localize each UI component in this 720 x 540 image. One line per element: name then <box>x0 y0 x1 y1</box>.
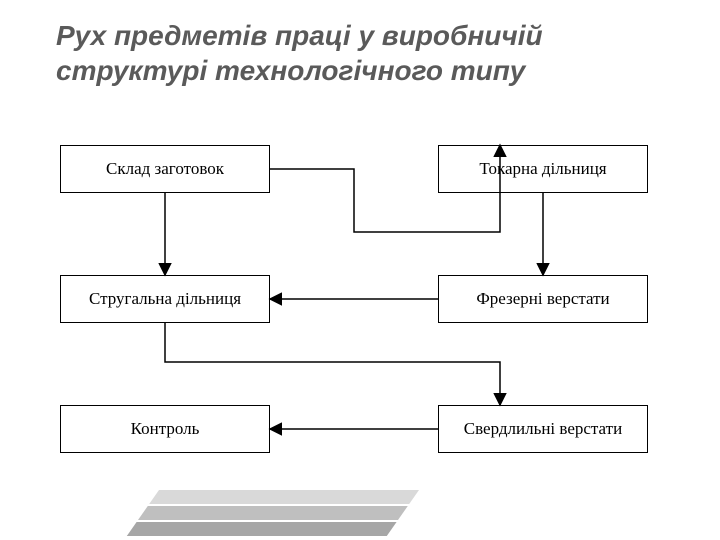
flowchart-node: Стругальна дільниця <box>60 275 270 323</box>
flowchart-node: Контроль <box>60 405 270 453</box>
flowchart-node: Токарна дільниця <box>438 145 648 193</box>
flowchart-node: Фрезерні верстати <box>438 275 648 323</box>
flowchart-node: Свердлильні верстати <box>438 405 648 453</box>
diagram-title: Рух предметів праці у виробничій структу… <box>56 18 676 88</box>
flowchart-node: Склад заготовок <box>60 145 270 193</box>
bottom-stripes-decor <box>120 460 440 540</box>
flowchart-edge <box>165 323 500 405</box>
